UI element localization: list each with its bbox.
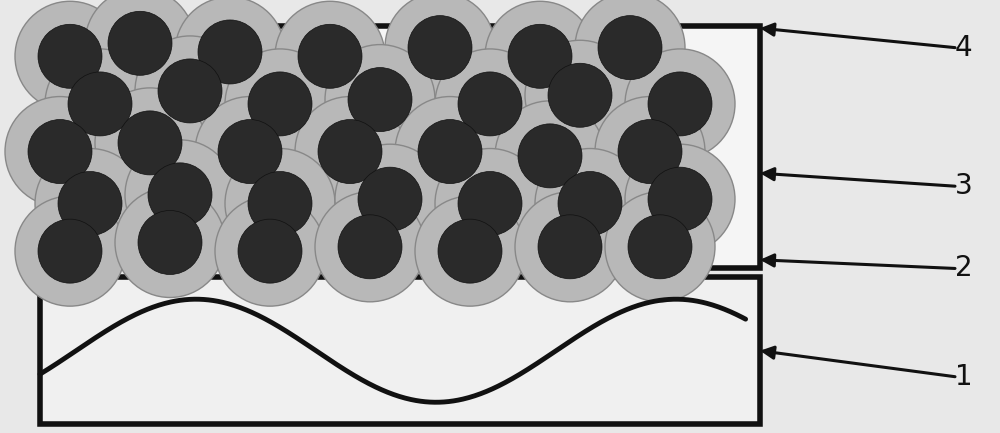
Ellipse shape bbox=[625, 49, 735, 159]
Ellipse shape bbox=[458, 171, 522, 236]
Ellipse shape bbox=[535, 149, 645, 259]
Ellipse shape bbox=[518, 124, 582, 188]
Ellipse shape bbox=[215, 196, 325, 306]
Ellipse shape bbox=[15, 196, 125, 306]
Ellipse shape bbox=[325, 45, 435, 155]
Ellipse shape bbox=[335, 144, 445, 254]
Ellipse shape bbox=[495, 101, 605, 211]
Ellipse shape bbox=[218, 120, 282, 184]
Ellipse shape bbox=[438, 219, 502, 283]
Text: 2: 2 bbox=[955, 255, 973, 282]
Ellipse shape bbox=[458, 72, 522, 136]
Ellipse shape bbox=[338, 215, 402, 279]
Bar bbox=[40, 277, 760, 424]
Ellipse shape bbox=[598, 16, 662, 80]
Ellipse shape bbox=[115, 187, 225, 297]
Ellipse shape bbox=[395, 97, 505, 207]
Ellipse shape bbox=[295, 97, 405, 207]
Ellipse shape bbox=[508, 24, 572, 88]
Ellipse shape bbox=[238, 219, 302, 283]
Ellipse shape bbox=[38, 219, 102, 283]
Text: 3: 3 bbox=[955, 172, 973, 200]
Ellipse shape bbox=[225, 149, 335, 259]
Text: 1: 1 bbox=[955, 363, 973, 391]
Bar bbox=[40, 26, 760, 268]
Ellipse shape bbox=[15, 1, 125, 111]
Ellipse shape bbox=[625, 144, 735, 254]
Ellipse shape bbox=[385, 0, 495, 103]
Ellipse shape bbox=[435, 149, 545, 259]
Ellipse shape bbox=[108, 11, 172, 75]
Ellipse shape bbox=[628, 215, 692, 279]
Ellipse shape bbox=[648, 72, 712, 136]
Ellipse shape bbox=[408, 16, 472, 80]
Ellipse shape bbox=[85, 0, 195, 98]
Ellipse shape bbox=[195, 97, 305, 207]
Ellipse shape bbox=[58, 171, 122, 236]
Ellipse shape bbox=[485, 1, 595, 111]
Ellipse shape bbox=[515, 192, 625, 302]
Ellipse shape bbox=[135, 36, 245, 146]
Ellipse shape bbox=[118, 111, 182, 175]
Ellipse shape bbox=[648, 167, 712, 231]
Ellipse shape bbox=[248, 171, 312, 236]
Ellipse shape bbox=[595, 97, 705, 207]
Ellipse shape bbox=[275, 1, 385, 111]
Ellipse shape bbox=[298, 24, 362, 88]
Ellipse shape bbox=[35, 149, 145, 259]
Ellipse shape bbox=[248, 72, 312, 136]
Ellipse shape bbox=[538, 215, 602, 279]
Ellipse shape bbox=[158, 59, 222, 123]
Ellipse shape bbox=[68, 72, 132, 136]
Ellipse shape bbox=[318, 120, 382, 184]
Ellipse shape bbox=[348, 68, 412, 132]
Ellipse shape bbox=[138, 210, 202, 275]
Ellipse shape bbox=[618, 120, 682, 184]
Ellipse shape bbox=[45, 49, 155, 159]
Ellipse shape bbox=[5, 97, 115, 207]
Ellipse shape bbox=[175, 0, 285, 107]
Ellipse shape bbox=[418, 120, 482, 184]
Ellipse shape bbox=[558, 171, 622, 236]
Ellipse shape bbox=[548, 63, 612, 127]
Ellipse shape bbox=[38, 24, 102, 88]
Ellipse shape bbox=[125, 140, 235, 250]
Ellipse shape bbox=[225, 49, 335, 159]
Ellipse shape bbox=[148, 163, 212, 227]
Ellipse shape bbox=[605, 192, 715, 302]
Ellipse shape bbox=[575, 0, 685, 103]
Ellipse shape bbox=[415, 196, 525, 306]
Ellipse shape bbox=[358, 167, 422, 231]
Ellipse shape bbox=[28, 120, 92, 184]
Ellipse shape bbox=[435, 49, 545, 159]
Ellipse shape bbox=[95, 88, 205, 198]
Ellipse shape bbox=[315, 192, 425, 302]
Ellipse shape bbox=[525, 40, 635, 150]
Text: 4: 4 bbox=[955, 34, 973, 61]
Ellipse shape bbox=[198, 20, 262, 84]
